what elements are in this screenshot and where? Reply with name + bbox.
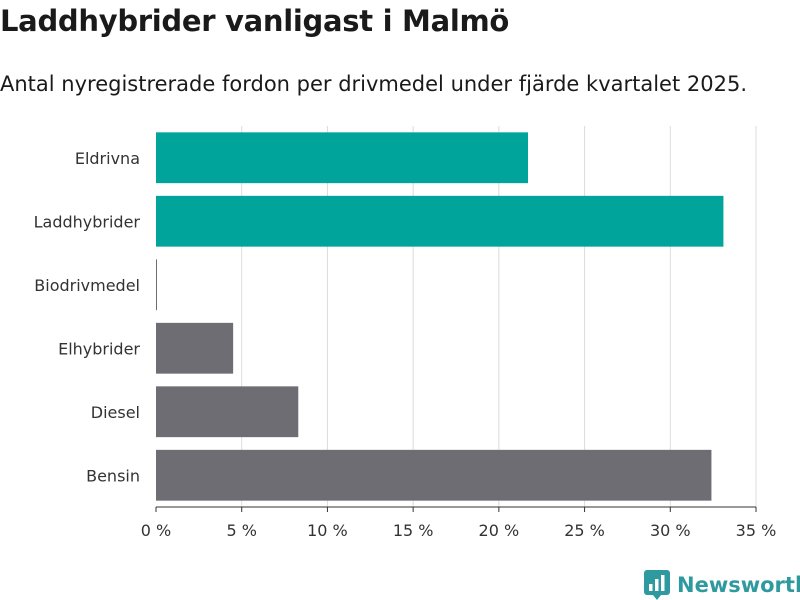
x-tick-label: 0 % [141,521,171,540]
category-label: Biodrivmedel [34,276,140,295]
x-tick-label: 10 % [307,521,348,540]
brand-logo: Newsworthy [644,570,800,600]
chart-title: Laddhybrider vanligast i Malmö [0,4,510,38]
x-axis: 0 % 5 % 10 % 15 % 20 % 25 % 30 % 35 % [141,506,777,540]
category-label: Eldrivna [75,149,140,168]
x-tick-label: 35 % [736,521,777,540]
bar-elhybrider [156,322,234,374]
bar-bensin [156,449,712,501]
bars [156,132,724,501]
brand-name: Newsworthy [677,573,800,597]
x-tick-label: 25 % [564,521,605,540]
category-label: Diesel [91,403,140,422]
bar-eldrivna [156,132,528,184]
bar-biodrivmedel [156,259,157,311]
category-labels: Eldrivna Laddhybrider Biodrivmedel Elhybrid… [34,149,141,486]
x-tick-label: 5 % [226,521,256,540]
newsworthy-logo-icon [644,570,670,600]
x-tick-label: 15 % [393,521,434,540]
chart-subtitle: Antal nyregistrerade fordon per drivmede… [0,72,748,96]
bar-laddhybrider [156,195,724,247]
x-tick-label: 20 % [479,521,520,540]
bar-diesel [156,386,299,438]
x-tick-label: 30 % [650,521,691,540]
category-label: Bensin [86,466,140,485]
gridlines [241,126,757,507]
category-label: Laddhybrider [34,212,141,231]
category-label: Elhybrider [58,339,140,358]
